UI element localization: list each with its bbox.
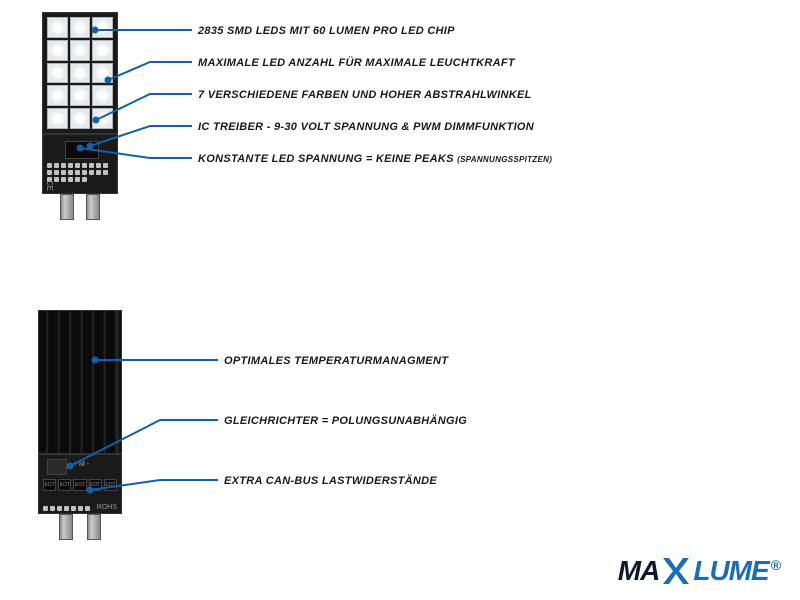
back-label-1: OPTIMALES TEMPERATURMANAGMENT [224, 355, 448, 367]
feature-label-3: 7 VERSCHIEDENE FARBEN UND HOHER ABSTRAHL… [198, 89, 532, 101]
logo-x-icon [659, 554, 693, 588]
feature-label-1: 2835 SMD LEDS MIT 60 LUMEN PRO LED CHIP [198, 25, 455, 37]
pcb-front: CE [42, 134, 118, 194]
back-label-3: EXTRA CAN-BUS LASTWIDERSTÄNDE [224, 475, 437, 487]
ic-driver-chip [65, 141, 99, 159]
feature-label-5: KONSTANTE LED SPANNUNG = KEINE PEAKS (SP… [198, 153, 552, 165]
logo-prefix: MA [618, 555, 660, 587]
ce-mark: CE [45, 180, 54, 191]
heatsink [38, 310, 122, 454]
feature-label-2: MAXIMALE LED ANZAHL FÜR MAXIMALE LEUCHTK… [198, 57, 515, 69]
rectifier-chip [47, 459, 67, 475]
led-back-view: + M - EOT EOT EOT EOT EOT ROHS [38, 310, 122, 548]
polarity-marking: + M - [73, 461, 89, 468]
logo-suffix: LUME® [693, 555, 780, 587]
rohs-mark: ROHS [97, 504, 117, 511]
canbus-resistors: EOT EOT EOT EOT EOT [43, 479, 117, 491]
maxlume-logo: MA LUME® [618, 554, 780, 588]
solder-pads [47, 163, 113, 191]
back-label-2: GLEICHRICHTER = POLUNGSUNABHÄNGIG [224, 415, 467, 427]
led-array [42, 12, 118, 134]
feature-label-4: IC TREIBER - 9-30 VOLT SPANNUNG & PWM DI… [198, 121, 534, 133]
pcb-back: + M - EOT EOT EOT EOT EOT ROHS [38, 454, 122, 514]
led-front-view: CE [42, 12, 118, 230]
wedge-base-back [38, 514, 122, 548]
wedge-base [42, 194, 118, 230]
